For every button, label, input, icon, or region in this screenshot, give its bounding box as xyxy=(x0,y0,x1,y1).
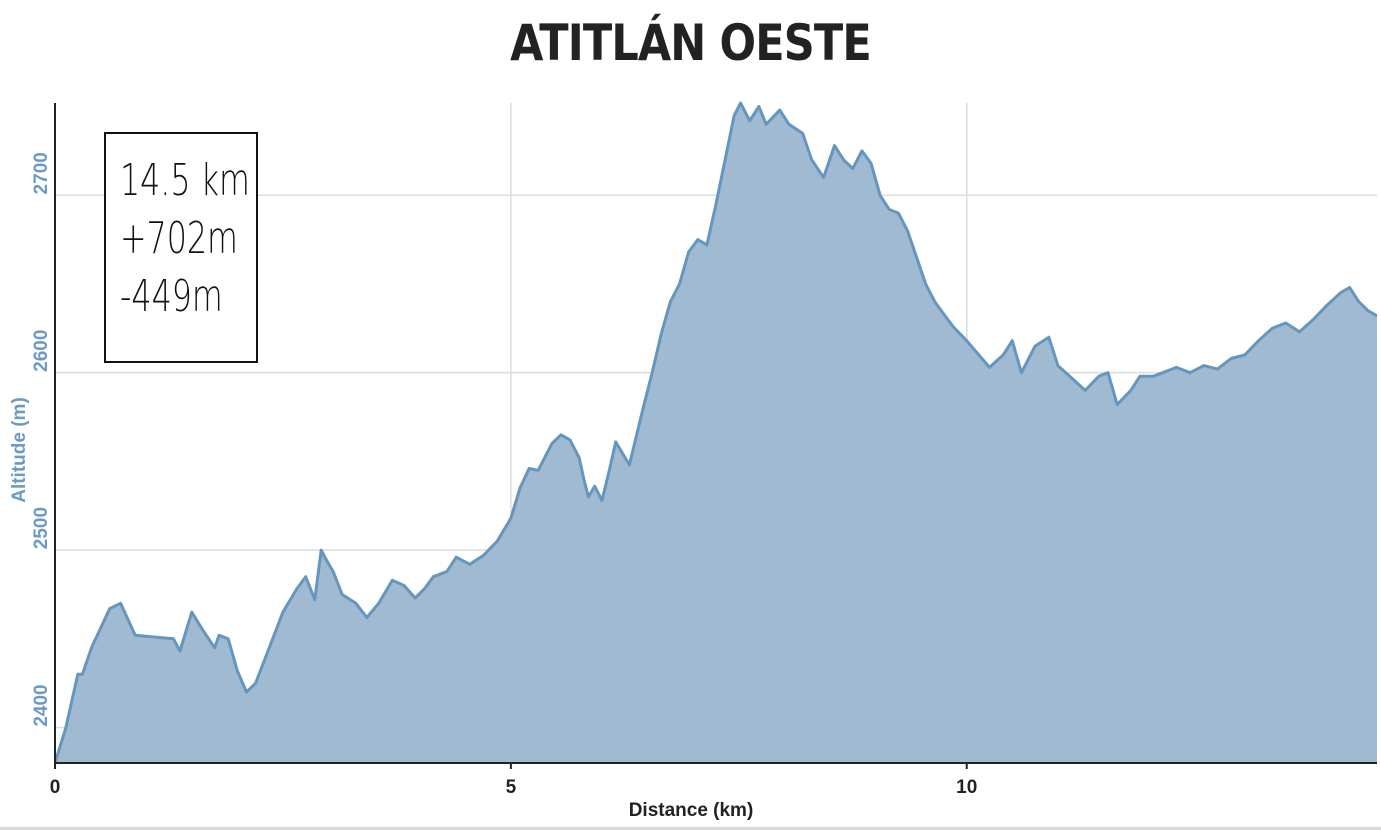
x-tick-labels: 0 5 10 xyxy=(50,763,977,798)
elevation-area xyxy=(55,103,1377,763)
axes xyxy=(54,103,1377,764)
chart-title: ATITLÁN OESTE xyxy=(510,14,872,72)
x-axis-label: Distance (km) xyxy=(629,800,754,821)
y-tick-label: 2700 xyxy=(31,152,52,194)
route-stats-box: 14.5 km +702m -449m xyxy=(104,132,258,363)
y-tick-label: 2500 xyxy=(31,507,52,549)
y-axis-label: Altitude (m) xyxy=(9,397,30,503)
x-tick-label: 0 xyxy=(50,777,61,798)
x-tick-label: 10 xyxy=(956,777,977,798)
route-ascent: +702m xyxy=(120,213,238,264)
bottom-divider xyxy=(0,827,1381,830)
y-tick-label: 2600 xyxy=(31,330,52,372)
route-distance: 14.5 km xyxy=(120,155,250,206)
elevation-line xyxy=(53,101,1378,764)
x-tick-label: 5 xyxy=(506,777,517,798)
y-tick-labels: 2400 2500 2600 2700 xyxy=(31,152,52,726)
y-tick-label: 2400 xyxy=(31,684,52,726)
route-descent: -449m xyxy=(120,271,223,322)
